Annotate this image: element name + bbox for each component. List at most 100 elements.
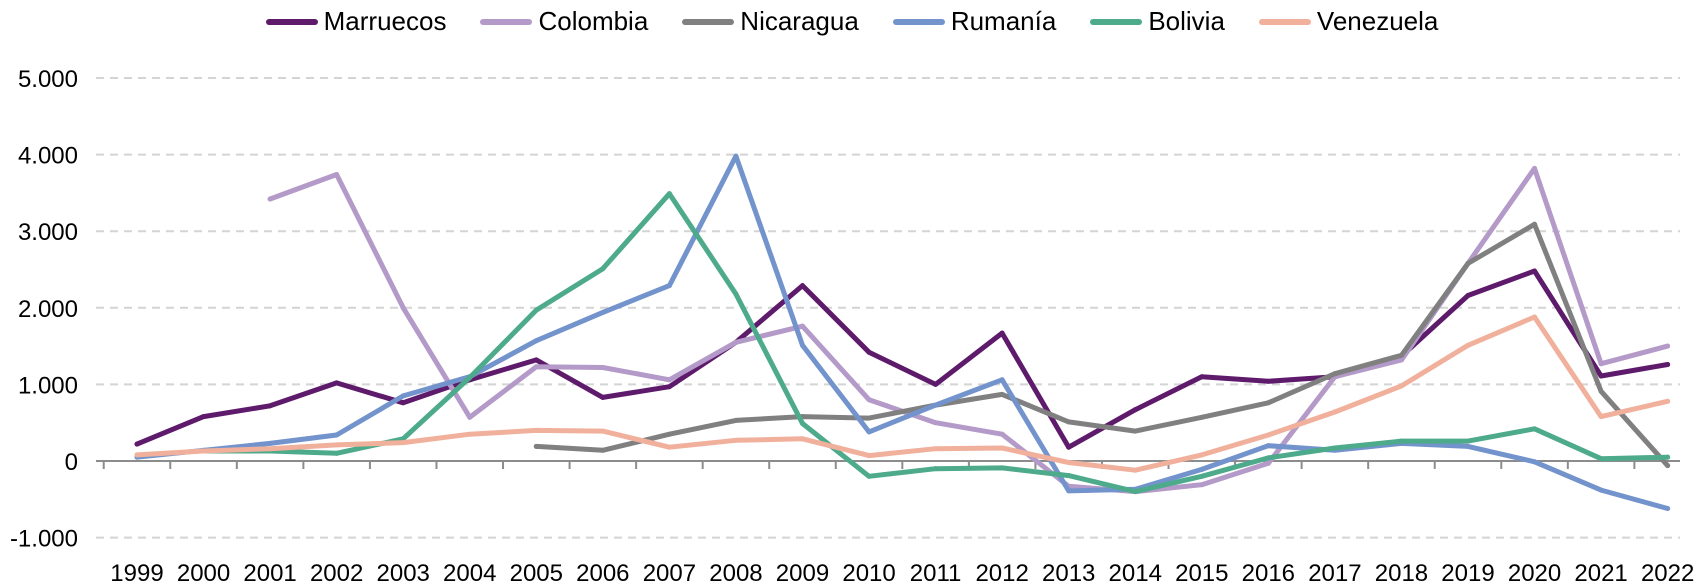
data-point (267, 440, 273, 446)
data-point (334, 442, 340, 448)
data-point (1465, 260, 1471, 266)
data-point (800, 436, 805, 442)
data-point (1465, 443, 1471, 449)
data-point (267, 403, 273, 409)
data-point (733, 437, 739, 443)
data-point (933, 402, 939, 408)
data-point (467, 431, 473, 437)
x-tick-label: 2017 (1308, 560, 1361, 584)
data-point (400, 393, 406, 399)
data-point (733, 153, 739, 159)
x-tick-label: 2014 (1109, 560, 1162, 584)
data-point (800, 323, 805, 329)
data-point (1665, 505, 1671, 511)
x-tick-label: 2020 (1508, 560, 1561, 584)
data-point (1598, 361, 1604, 367)
data-point (1665, 463, 1671, 469)
series-line (134, 314, 1671, 473)
data-point (1265, 400, 1271, 406)
data-point (1465, 342, 1471, 348)
data-point (999, 391, 1005, 397)
x-tick-label: 2003 (377, 560, 430, 584)
data-point (1532, 165, 1538, 171)
x-tick-label: 2011 (910, 560, 962, 584)
gridlines (96, 77, 1680, 539)
legend-swatch (892, 18, 945, 25)
data-point (267, 196, 273, 202)
data-point (1066, 444, 1072, 450)
data-point (1598, 414, 1604, 420)
series-ruman-a (134, 153, 1671, 511)
data-point (1532, 426, 1538, 432)
data-point (866, 397, 872, 403)
chart-legend: Marruecos Colombia Nicaragua Rumanía Bolivia… (0, 6, 1704, 37)
x-tick-label: 2000 (177, 560, 230, 584)
data-point (666, 377, 672, 383)
data-point (201, 414, 207, 420)
data-point (533, 357, 539, 363)
data-point (533, 364, 539, 370)
legend-label: Venezuela (1316, 6, 1439, 36)
x-tick-label: 2002 (310, 560, 363, 584)
data-point (999, 377, 1005, 383)
x-tick-label: 2015 (1175, 560, 1228, 584)
data-point (467, 375, 473, 381)
data-point (1199, 482, 1205, 488)
data-point (1132, 407, 1138, 413)
data-point (400, 400, 406, 406)
data-point (334, 432, 340, 438)
data-point (1265, 455, 1271, 461)
data-point (933, 381, 939, 387)
data-point (334, 172, 340, 178)
x-tick-label: 2021 (1574, 560, 1627, 584)
x-axis-tick-labels: 1999 2000 2001 2002 2003 2004 2005 2006 2007 2008… (110, 560, 1694, 584)
data-point (533, 427, 539, 433)
data-point (134, 441, 140, 447)
data-point (1598, 487, 1604, 493)
data-point (1532, 268, 1538, 274)
data-point (866, 473, 872, 479)
data-point (800, 283, 805, 289)
data-point (800, 420, 805, 426)
legend-item: Venezuela (1258, 6, 1439, 37)
data-point (866, 453, 872, 459)
x-tick-label: 2018 (1375, 560, 1428, 584)
data-point (1066, 419, 1072, 425)
x-tick-label: 2009 (776, 560, 829, 584)
data-point (999, 465, 1005, 471)
data-point (1465, 293, 1471, 299)
data-point (666, 384, 672, 390)
data-point (999, 431, 1005, 437)
legend-swatch (1090, 18, 1143, 25)
data-point (1265, 460, 1271, 466)
data-point (1665, 454, 1671, 460)
legend-item: Nicaragua (682, 6, 859, 37)
data-point (1066, 488, 1072, 494)
x-tick-label: 2012 (975, 560, 1028, 584)
data-point (933, 420, 939, 426)
data-point (1665, 343, 1671, 349)
y-tick-label: 2.000 (18, 296, 78, 323)
data-point (666, 283, 672, 289)
series-venezuela (134, 314, 1671, 473)
x-tick-label: 2007 (643, 560, 696, 584)
data-point (600, 447, 606, 453)
data-point (400, 440, 406, 446)
data-point (1199, 466, 1205, 472)
data-point (600, 266, 606, 272)
data-point (666, 444, 672, 450)
data-point (400, 305, 406, 311)
data-point (1598, 388, 1604, 394)
data-point (267, 446, 273, 452)
data-point (999, 445, 1005, 451)
data-point (1465, 438, 1471, 444)
x-tick-label: 2005 (510, 560, 563, 584)
data-point (533, 307, 539, 313)
data-point (800, 342, 805, 348)
data-point (1398, 383, 1404, 389)
series-lines (134, 153, 1671, 511)
data-point (666, 431, 672, 437)
data-point (467, 414, 473, 420)
data-point (1132, 428, 1138, 434)
